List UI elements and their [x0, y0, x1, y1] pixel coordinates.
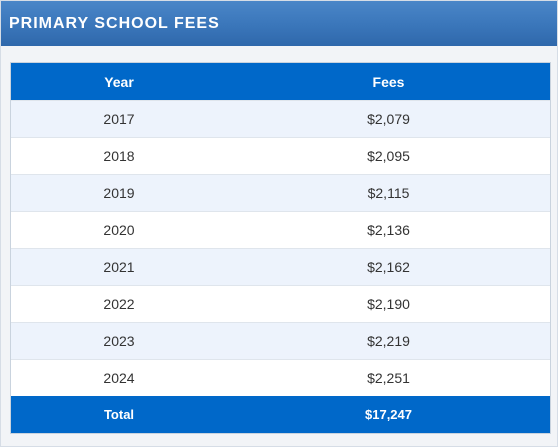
widget-title: PRIMARY SCHOOL FEES [9, 14, 220, 32]
table-row: 2023 $2,219 [11, 322, 550, 360]
fees-table-container: Year Fees 2017 $2,079 2018 $2,095 2019 $… [10, 62, 551, 434]
column-header-year: Year [11, 63, 227, 101]
fees-cell: $2,095 [227, 137, 550, 175]
year-cell: 2024 [11, 359, 227, 396]
widget-header: PRIMARY SCHOOL FEES [1, 1, 557, 46]
table-header-row: Year Fees [11, 63, 550, 101]
total-label: Total [11, 396, 227, 433]
fees-cell: $2,162 [227, 248, 550, 286]
table-row: 2019 $2,115 [11, 174, 550, 212]
fees-cell: $2,219 [227, 322, 550, 360]
fees-cell: $2,190 [227, 285, 550, 323]
table-total-row: Total $17,247 [11, 396, 550, 433]
fees-table: Year Fees 2017 $2,079 2018 $2,095 2019 $… [11, 63, 550, 433]
year-cell: 2020 [11, 211, 227, 249]
year-cell: 2018 [11, 137, 227, 175]
fees-cell: $2,136 [227, 211, 550, 249]
fees-cell: $2,251 [227, 359, 550, 396]
table-row: 2020 $2,136 [11, 211, 550, 249]
fees-cell: $2,079 [227, 100, 550, 138]
table-row: 2022 $2,190 [11, 285, 550, 323]
table-row: 2024 $2,251 [11, 359, 550, 396]
table-row: 2017 $2,079 [11, 100, 550, 138]
table-row: 2018 $2,095 [11, 137, 550, 175]
table-row: 2021 $2,162 [11, 248, 550, 286]
column-header-fees: Fees [227, 63, 550, 101]
year-cell: 2021 [11, 248, 227, 286]
total-value: $17,247 [227, 396, 550, 433]
year-cell: 2023 [11, 322, 227, 360]
fees-cell: $2,115 [227, 174, 550, 212]
year-cell: 2022 [11, 285, 227, 323]
year-cell: 2017 [11, 100, 227, 138]
year-cell: 2019 [11, 174, 227, 212]
